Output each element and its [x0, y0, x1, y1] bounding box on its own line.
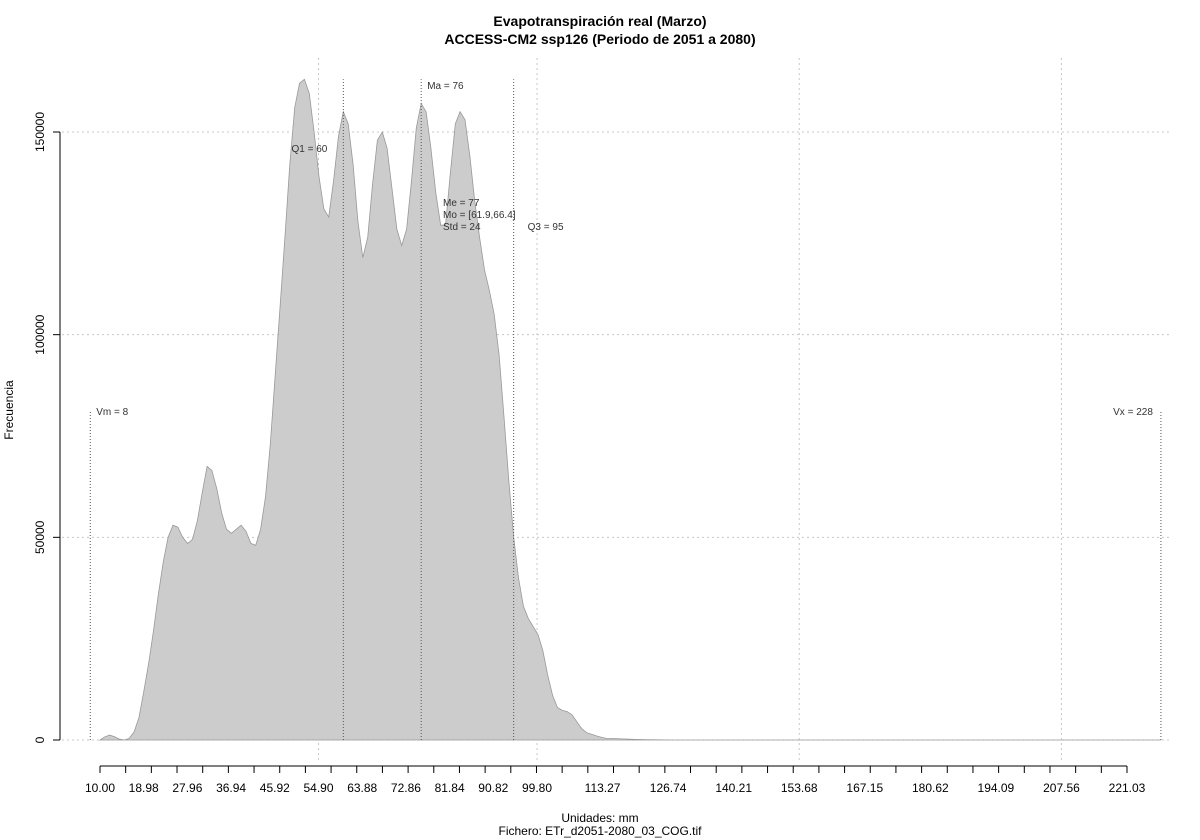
stat-label-1: Q1 = 60 — [291, 144, 327, 155]
x-tick-label-0: 10.00 — [85, 781, 115, 795]
x-tick-label-4: 45.92 — [260, 781, 290, 795]
stat-label-2: Ma = 76 — [427, 81, 464, 92]
chart-title: Evapotranspiración real (Marzo) — [493, 13, 706, 29]
stat-mode: Mo = [61.9,66.4] — [443, 210, 516, 221]
y-tick-label-2: 100000 — [33, 314, 47, 354]
x-tick-label-3: 36.94 — [216, 781, 246, 795]
axes: 0 50000 100000 150000 10.00 18.98 27.96 36.94 45… — [33, 112, 1146, 795]
x-tick-label-8: 81.84 — [435, 781, 465, 795]
x-axis-label: Unidades: mm — [561, 811, 638, 825]
stat-label-4: Vx = 228 — [1113, 407, 1153, 418]
stat-median: Me = 77 — [443, 198, 480, 209]
x-tick-label-10: 99.80 — [522, 781, 552, 795]
density-area-layer — [98, 78, 1161, 741]
x-tick-label-2: 27.96 — [172, 781, 202, 795]
x-tick-label-9: 90.82 — [478, 781, 508, 795]
x-tick-label-17: 194.09 — [978, 781, 1015, 795]
x-tick-label-5: 54.90 — [303, 781, 333, 795]
x-tick-label-12: 126.74 — [650, 781, 687, 795]
x-tick-label-7: 72.86 — [391, 781, 421, 795]
x-tick-label-19: 221.03 — [1109, 781, 1146, 795]
stat-label-0: Vm = 8 — [96, 407, 128, 418]
y-axis-label: Frecuencia — [2, 380, 16, 440]
x-tick-label-11: 113.27 — [585, 781, 621, 795]
y-tick-label-1: 50000 — [33, 520, 47, 554]
density-area — [98, 78, 1161, 741]
chart-subtitle: ACCESS-CM2 ssp126 (Periodo de 2051 a 208… — [444, 31, 755, 47]
file-caption: Fichero: ETr_d2051-2080_03_COG.tif — [499, 824, 703, 838]
x-tick-label-13: 140.21 — [715, 781, 752, 795]
x-tick-label-1: 18.98 — [129, 781, 159, 795]
stat-std: Std = 24 — [443, 222, 481, 233]
x-tick-label-16: 180.62 — [912, 781, 949, 795]
y-tick-label-0: 0 — [33, 736, 47, 743]
y-tick-label-3: 150000 — [33, 112, 47, 152]
x-tick-label-15: 167.15 — [846, 781, 883, 795]
statistic-lines: Vm = 8 Q1 = 60 Ma = 76 Q3 = 95 Vx = 228 — [89, 79, 1162, 740]
x-tick-label-14: 153.68 — [781, 781, 818, 795]
stat-label-3: Q3 = 95 — [528, 222, 564, 233]
x-tick-label-18: 207.56 — [1043, 781, 1080, 795]
x-tick-label-6: 63.88 — [347, 781, 377, 795]
